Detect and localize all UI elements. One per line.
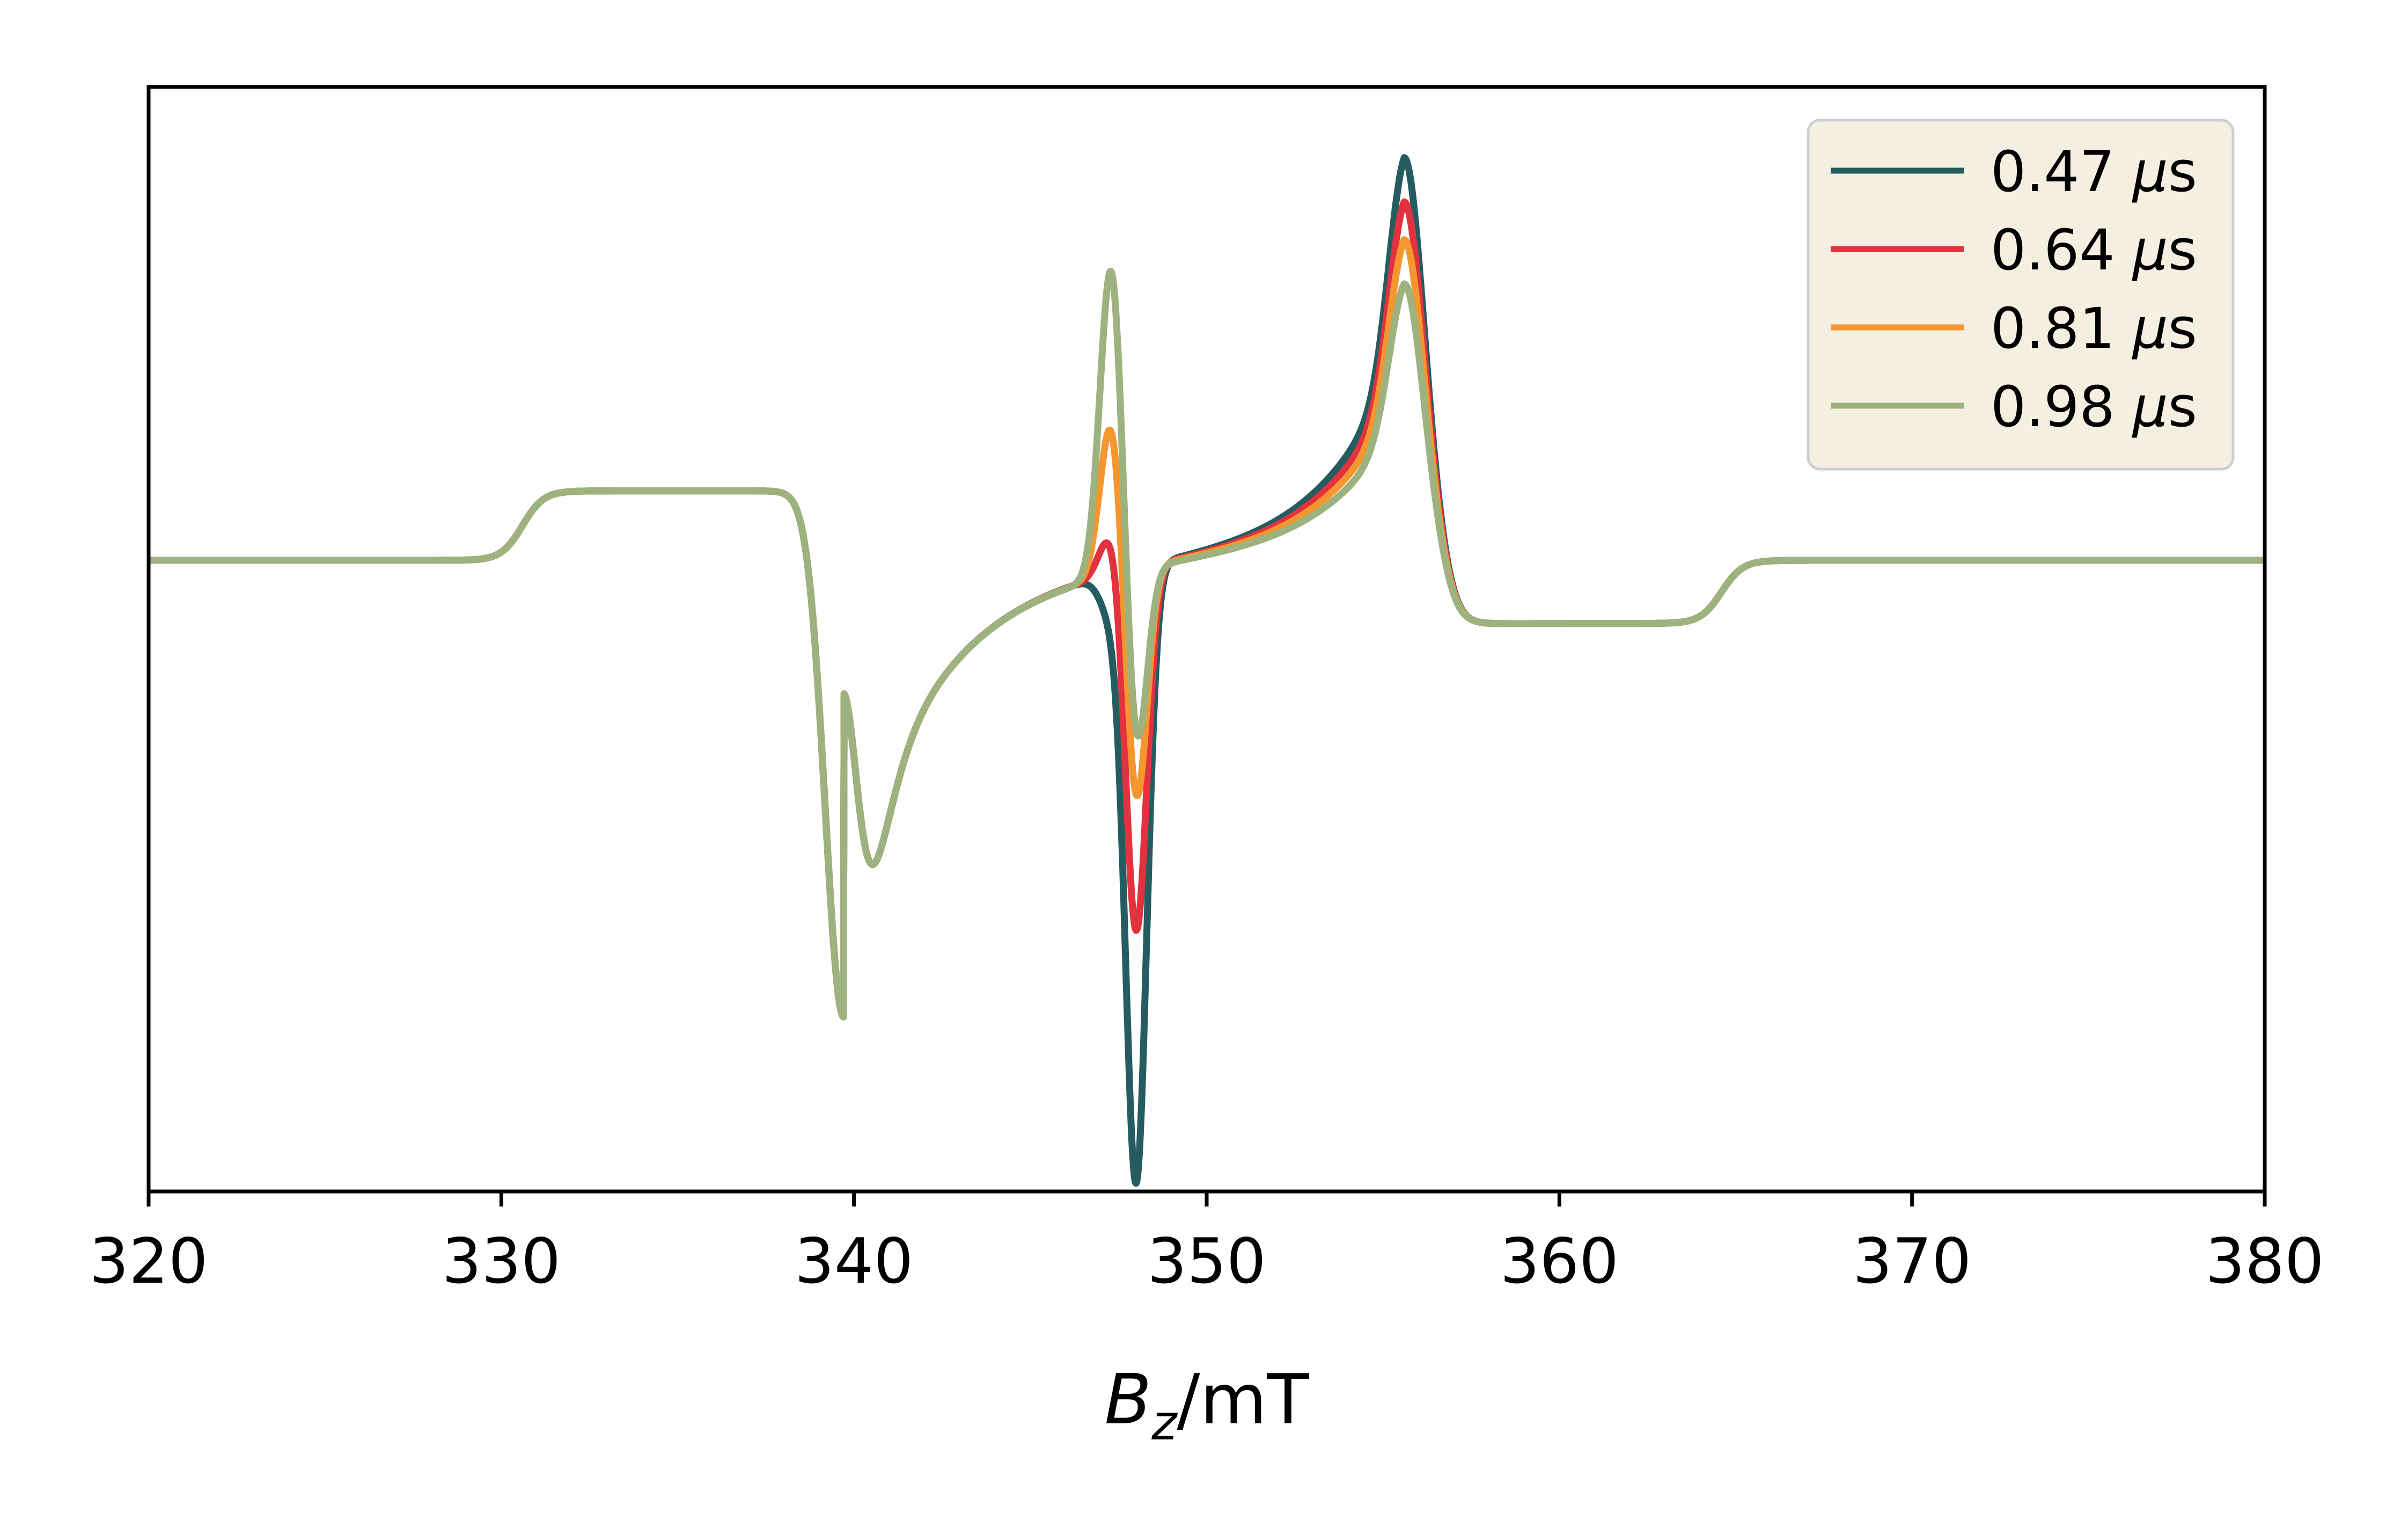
x-tick-label: 330 [442,1225,561,1298]
legend-box [1807,119,2235,471]
legend-label: 0.81 μs [1991,296,2197,361]
x-tick-label: 380 [2205,1225,2324,1298]
legend-label: 0.98 μs [1991,374,2197,440]
x-tick-label: 320 [89,1225,208,1298]
x-tick-label: 350 [1147,1225,1266,1298]
series-line-0-98 [149,268,2265,1021]
x-tick-label: 340 [795,1225,913,1298]
x-tick-label: 370 [1853,1225,1971,1298]
series-layer [149,154,2265,1187]
legend-label: 0.47 μs [1991,139,2197,204]
legend: 0.47 μs 0.64 μs 0.81 μs 0.98 μs [1807,119,2235,471]
x-axis-label: Bz/mT [1104,1360,1309,1451]
x-tick-label: 360 [1500,1225,1619,1298]
legend-label: 0.64 μs [1991,217,2197,283]
x-axis: 320 330 340 350 360 370 380 [89,1191,2324,1298]
